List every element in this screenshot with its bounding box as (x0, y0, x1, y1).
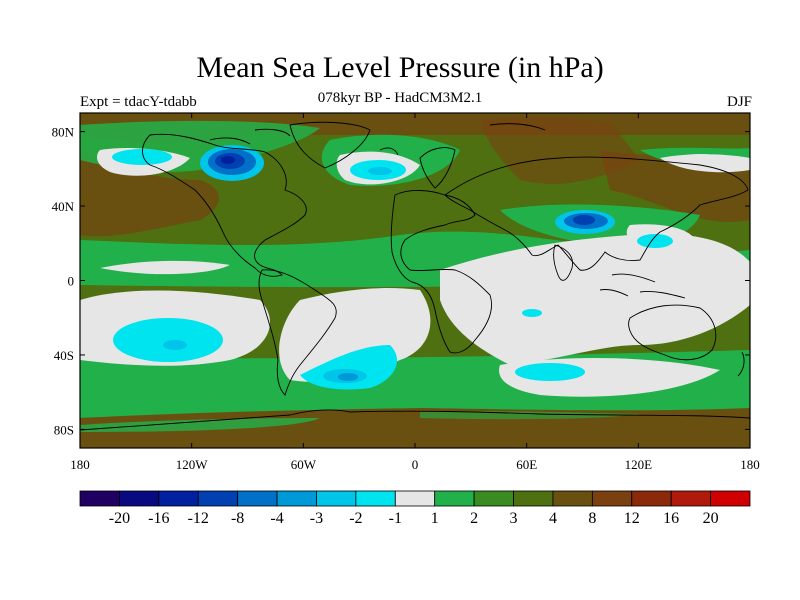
colorbar-box (591, 490, 633, 507)
colorbar-label: -2 (349, 510, 362, 527)
colorbar-label: -3 (310, 510, 323, 527)
colorbar-label: 8 (588, 510, 596, 527)
x-tick-label: 60W (291, 457, 317, 472)
colorbar-box (79, 490, 120, 507)
y-tick-label: 80N (52, 125, 75, 140)
colorbar-label: 16 (663, 510, 679, 527)
colorbar-box (355, 490, 396, 507)
colorbar-box (394, 490, 436, 507)
colorbar-box (197, 490, 239, 507)
pressure-field (80, 113, 750, 448)
colorbar-label: -16 (148, 510, 169, 527)
colorbar-label: 3 (510, 510, 518, 527)
colorbar-box (276, 490, 317, 507)
y-tick-label: 40S (54, 348, 74, 363)
colorbar-box (237, 490, 278, 507)
y-tick-label: 0 (68, 274, 75, 289)
colorbar-label: 20 (703, 510, 719, 527)
colorbar-box (434, 490, 475, 507)
x-tick-label: 120E (625, 457, 653, 472)
colorbar: -20 -16 -12 -8 -4 -3 -2 -1 1 2 3 4 8 12 16 20 (79, 490, 751, 527)
colorbar-box (119, 490, 160, 507)
map-axes: 180 120W 60W 0 60E 120E 180 80N 40N 0 40S 80S (52, 113, 760, 472)
colorbar-label: -8 (231, 510, 244, 527)
colorbar-label: 12 (624, 510, 640, 527)
x-tick-label: 180 (70, 457, 90, 472)
colorbar-label: -4 (270, 510, 283, 527)
colorbar-box (631, 490, 672, 507)
x-tick-label: 180 (740, 457, 760, 472)
x-tick-label: 0 (412, 457, 419, 472)
coastlines (80, 121, 750, 431)
colorbar-label: 2 (470, 510, 478, 527)
x-tick-label: 120W (176, 457, 209, 472)
y-tick-label: 80S (54, 422, 74, 437)
colorbar-box (710, 490, 751, 507)
colorbar-box (158, 490, 199, 507)
experiment-label: Expt = tdacY-tdabb (80, 94, 197, 110)
y-tick-label: 40N (52, 199, 75, 214)
colorbar-label: -20 (109, 510, 130, 527)
chart-subtitle: 078kyr BP - HadCM3M2.1 (317, 90, 483, 106)
colorbar-box (513, 490, 554, 507)
colorbar-label: 4 (549, 510, 557, 527)
colorbar-box (316, 490, 357, 507)
colorbar-box (670, 490, 711, 507)
colorbar-box (473, 490, 514, 507)
colorbar-box (552, 490, 593, 507)
colorbar-label: 1 (431, 510, 439, 527)
x-tick-label: 60E (516, 457, 537, 472)
chart-title: Mean Sea Level Pressure (in hPa) (196, 51, 604, 84)
season-label: DJF (726, 94, 752, 110)
colorbar-label: -12 (188, 510, 209, 527)
colorbar-label: -1 (389, 510, 402, 527)
